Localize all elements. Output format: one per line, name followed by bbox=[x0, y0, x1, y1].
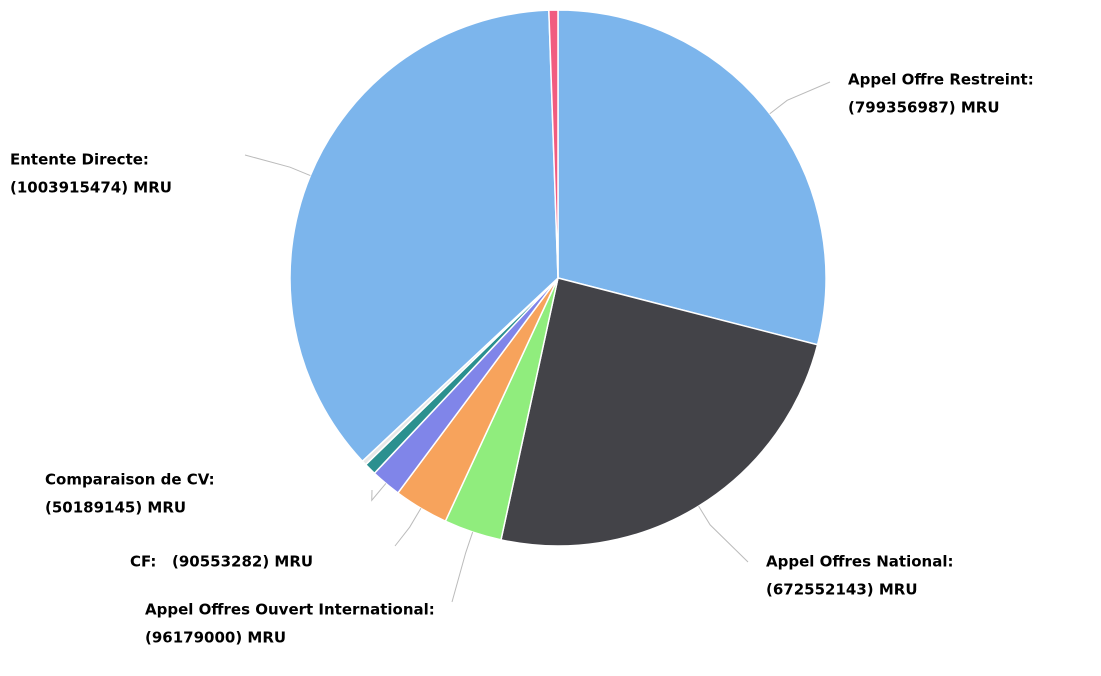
slice-value-label: (1003915474) MRU bbox=[10, 179, 172, 197]
connector bbox=[698, 505, 749, 563]
slice-value-label: (672552143) MRU bbox=[766, 581, 918, 599]
slice-value-label: (50189145) MRU bbox=[45, 499, 186, 517]
slice-value-label: (799356987) MRU bbox=[848, 99, 1000, 117]
slice-label: Appel Offres National: bbox=[766, 553, 953, 571]
connector bbox=[371, 483, 387, 502]
connector bbox=[244, 154, 311, 177]
slice-label: Appel Offre Restreint: bbox=[848, 71, 1034, 89]
connector bbox=[394, 508, 422, 547]
slice-label: Comparaison de CV: bbox=[45, 471, 215, 489]
slice-value-label: (96179000) MRU bbox=[145, 629, 286, 647]
slice-label: CF: bbox=[130, 553, 156, 571]
connector bbox=[451, 531, 474, 603]
slice-label: Appel Offres Ouvert International: bbox=[145, 601, 435, 619]
slice-value-label: (90553282) MRU bbox=[172, 553, 313, 571]
slice-label: Entente Directe: bbox=[10, 151, 149, 169]
pie-slice bbox=[557, 9, 827, 346]
pie-slice bbox=[289, 9, 559, 463]
pie-slice bbox=[500, 277, 819, 547]
connector bbox=[769, 81, 831, 115]
pie-slice bbox=[548, 9, 559, 279]
